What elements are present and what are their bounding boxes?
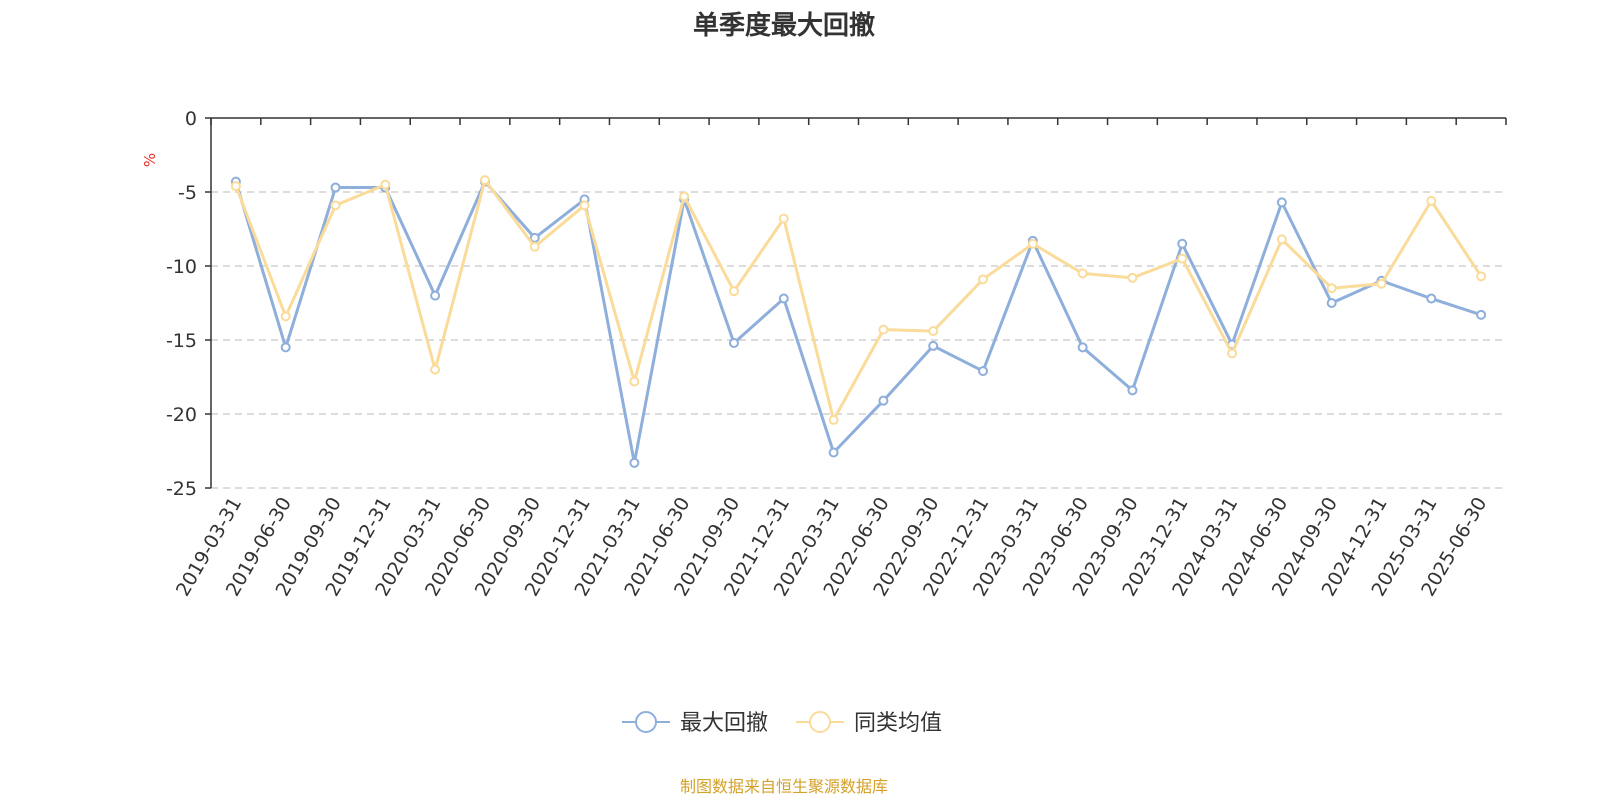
y-axis-unit: % [141,153,159,167]
data-point [1177,253,1188,264]
data-point [280,342,291,353]
data-point [828,414,839,425]
data-point [1376,278,1387,289]
data-point [679,191,690,202]
data-point [878,324,889,335]
series-line-0 [234,180,1482,465]
series [230,175,1487,468]
data-point [479,175,490,186]
data-source-note: 制图数据来自恒生聚源数据库 [680,777,888,796]
data-point [1276,234,1287,245]
data-point [1127,272,1138,283]
data-point [629,457,640,468]
chart-title: 单季度最大回撤 [693,10,875,41]
data-point [1476,271,1487,282]
data-point [1077,268,1088,279]
data-point [1326,283,1337,294]
legend-marker-icon [635,711,657,733]
data-point [330,182,341,193]
data-point [978,274,989,285]
data-point [1476,309,1487,320]
data-point [1326,298,1337,308]
y-tick-label: -20 [166,404,197,426]
y-tick-label: -10 [166,256,197,278]
data-point [1027,238,1038,249]
data-point [1276,197,1287,208]
legend-label: 最大回撤 [680,711,768,736]
legend-marker-icon [809,711,831,733]
legend-item-1[interactable]: 同类均值 [796,711,942,736]
data-point [529,241,540,252]
y-axis-ticks: 0 -5 -10 -15 -20 -25 [166,108,211,500]
data-point [978,366,989,377]
data-point [1177,238,1188,249]
series-line-1 [234,178,1483,422]
grid-lines [211,191,1506,489]
data-point [280,311,291,322]
data-point [629,376,640,387]
x-axis-ticks: 2019-03-312019-06-302019-09-302019-12-31… [172,494,1491,601]
y-tick-label: -15 [166,330,197,352]
data-point [330,200,341,211]
data-point [230,181,241,192]
data-point [430,290,441,301]
y-tick-label: -25 [166,478,197,500]
data-point [1127,385,1138,396]
data-point [928,326,939,337]
data-point [1426,293,1437,304]
axes [210,117,1507,488]
data-point [778,213,789,224]
data-point [1077,342,1088,353]
data-point [1227,348,1238,359]
data-point [928,340,939,351]
y-tick-label: -5 [178,182,197,204]
data-point [1426,195,1437,206]
data-point [430,364,441,375]
y-tick-label: 0 [185,108,197,130]
data-point [878,395,889,406]
legend-label: 同类均值 [854,711,942,736]
data-point [828,447,839,458]
data-point [728,286,739,297]
data-point [380,179,391,190]
data-point [778,293,789,304]
legend[interactable]: 最大回撤 同类均值 [622,711,942,736]
data-point [728,337,739,348]
legend-item-0[interactable]: 最大回撤 [622,711,768,736]
data-point [579,200,590,211]
